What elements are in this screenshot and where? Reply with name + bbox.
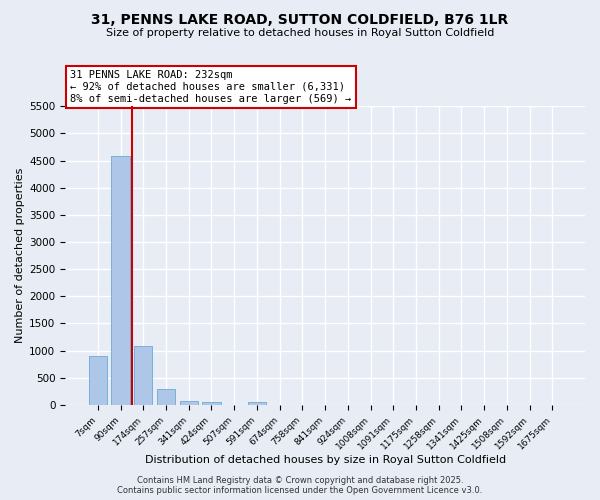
Text: Size of property relative to detached houses in Royal Sutton Coldfield: Size of property relative to detached ho…	[106, 28, 494, 38]
Bar	[202, 402, 221, 405]
Text: 31, PENNS LAKE ROAD, SUTTON COLDFIELD, B76 1LR: 31, PENNS LAKE ROAD, SUTTON COLDFIELD, B…	[91, 12, 509, 26]
X-axis label: Distribution of detached houses by size in Royal Sutton Coldfield: Distribution of detached houses by size …	[145, 455, 506, 465]
Y-axis label: Number of detached properties: Number of detached properties	[15, 168, 25, 344]
Bar	[157, 388, 175, 405]
Bar	[248, 402, 266, 405]
Text: Contains HM Land Registry data © Crown copyright and database right 2025.
Contai: Contains HM Land Registry data © Crown c…	[118, 476, 482, 495]
Bar	[112, 156, 130, 405]
Bar	[134, 346, 152, 405]
Bar	[179, 401, 198, 405]
Bar	[89, 356, 107, 405]
Text: 31 PENNS LAKE ROAD: 232sqm
← 92% of detached houses are smaller (6,331)
8% of se: 31 PENNS LAKE ROAD: 232sqm ← 92% of deta…	[70, 70, 352, 104]
